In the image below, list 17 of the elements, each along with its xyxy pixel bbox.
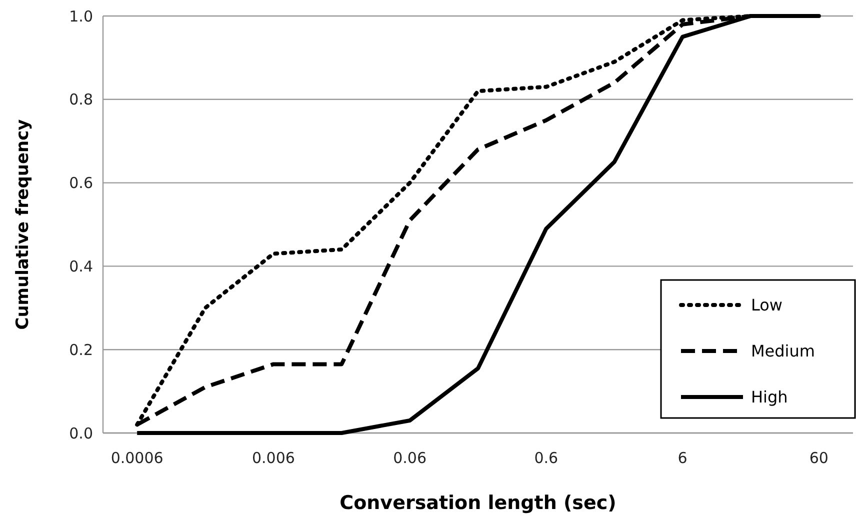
y-tick-label: 0.6 (69, 174, 93, 192)
y-tick-label: 0.4 (69, 257, 93, 276)
legend-label: Low (751, 296, 783, 315)
x-tick-label: 0.6 (534, 449, 558, 467)
y-tick-label: 0.8 (69, 90, 93, 109)
legend-label: High (751, 388, 788, 407)
x-tick-label: 0.06 (393, 449, 427, 467)
legend-label: Medium (751, 342, 815, 361)
x-tick-label: 0.006 (252, 449, 295, 467)
y-tick-label: 1.0 (69, 7, 93, 26)
x-tick-label: 60 (809, 449, 828, 467)
y-tick-label: 0.2 (69, 340, 93, 359)
y-tick-label: 0.0 (69, 424, 93, 442)
x-tick-label: 6 (678, 449, 688, 467)
x-axis-title: Conversation length (sec) (340, 492, 616, 514)
y-axis-title: Cumulative frequency (13, 119, 33, 330)
x-tick-label: 0.0006 (110, 449, 164, 467)
